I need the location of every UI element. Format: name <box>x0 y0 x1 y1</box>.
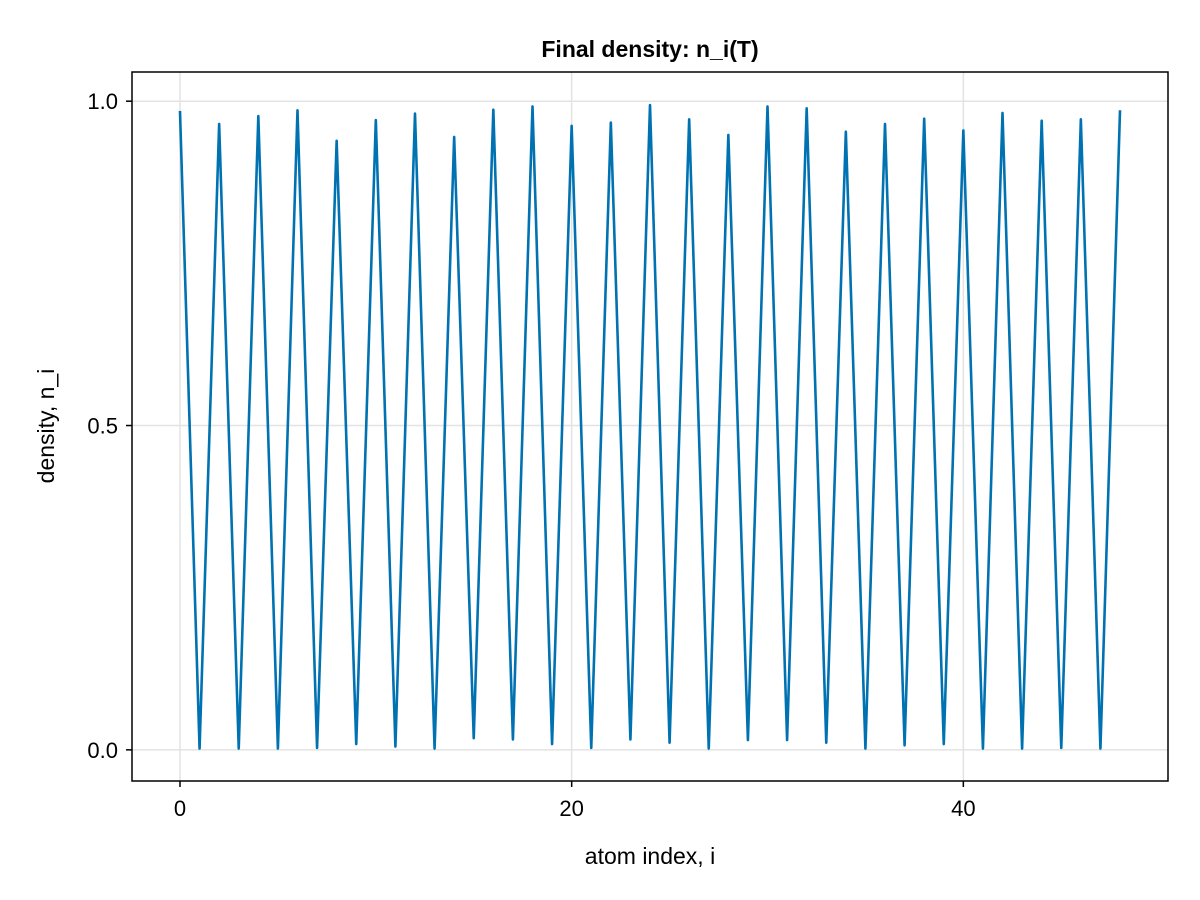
y-axis-label: density, n_i <box>33 369 59 484</box>
x-tick-label: 40 <box>951 796 975 821</box>
series-line-0 <box>178 103 1122 750</box>
y-tick-label: 1.0 <box>87 89 118 114</box>
x-tick-label: 20 <box>559 796 583 821</box>
y-tick-label: 0.0 <box>87 738 118 763</box>
axis-ticks: 0 20 40 0.0 0.5 1.0 <box>87 89 975 821</box>
series-layer <box>178 103 1122 750</box>
grid-lines <box>132 72 1168 781</box>
x-axis-label: atom index, i <box>585 843 715 869</box>
chart-title: Final density: n_i(T) <box>541 36 758 62</box>
x-tick-label: 0 <box>174 796 186 821</box>
y-tick-label: 0.5 <box>87 414 118 439</box>
plot-frame <box>131 71 1169 782</box>
